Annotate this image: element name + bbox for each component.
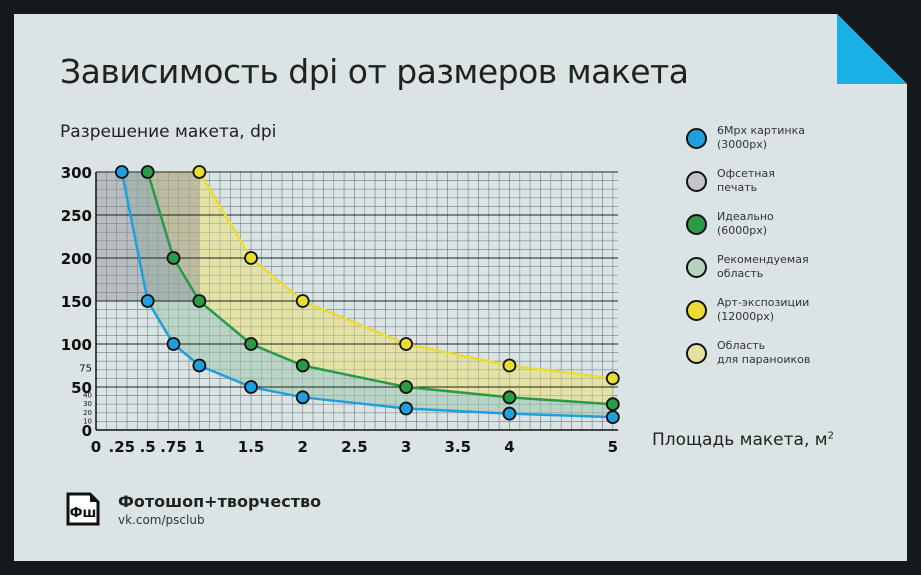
poster-card: Зависимость dpi от размеров макета Разре… (14, 14, 907, 561)
x-tick-label: 2.5 (341, 438, 368, 456)
x-tick-label: 3.5 (444, 438, 471, 456)
x-tick-label: .75 (160, 438, 187, 456)
x-tick-label: 1 (194, 438, 204, 456)
data-point (295, 294, 310, 308)
data-point (192, 358, 207, 373)
y-tick-label: 30 (83, 400, 92, 408)
y-tick-label: 0 (82, 422, 92, 440)
legend-label: Идеально (6000px) (717, 210, 774, 237)
y-tick-label: 50 (71, 379, 92, 397)
legend-swatch (686, 214, 707, 235)
x-axis-label: Площадь макета, м2 (652, 430, 834, 450)
data-point (166, 251, 181, 265)
y-tick-label: 150 (61, 293, 92, 311)
chart-title: Зависимость dpi от размеров макета (60, 52, 689, 91)
svg-text:Фш: Фш (70, 506, 97, 521)
y-tick-label: 200 (61, 250, 92, 268)
data-point (140, 165, 155, 179)
data-point (502, 390, 517, 405)
legend-swatch (686, 171, 707, 192)
y-tick-label: 20 (83, 409, 92, 417)
legend-label: 6Mpx картинка (3000px) (717, 124, 805, 151)
legend-label: Арт-экспозиции (12000px) (717, 296, 810, 323)
y-axis-label: Разрешение макета, dpi (60, 122, 277, 142)
data-point (192, 294, 207, 308)
data-point (244, 251, 258, 265)
legend-label: Область для параноиков (717, 339, 811, 366)
x-tick-label: 3 (401, 438, 411, 456)
data-point (295, 390, 310, 405)
x-tick-label: 2 (298, 438, 308, 456)
y-tick-label: 75 (79, 364, 92, 375)
y-tick-label: 40 (83, 392, 92, 400)
x-tick-label: 0 (91, 438, 101, 456)
legend-swatch (686, 257, 707, 278)
y-tick-label: 300 (61, 164, 92, 182)
data-point (502, 406, 517, 421)
data-point (295, 358, 310, 373)
legend-swatch (686, 128, 707, 149)
x-tick-label: 1.5 (238, 438, 265, 456)
folded-corner (837, 14, 907, 84)
data-point (166, 337, 181, 351)
data-point (605, 371, 620, 386)
data-point (399, 401, 413, 416)
series-line-1 (146, 171, 613, 406)
data-point (114, 165, 129, 179)
y-tick-label: 100 (61, 336, 92, 354)
recommended-region (121, 172, 613, 418)
data-point (605, 410, 620, 425)
brand-logo: Фш (66, 492, 100, 526)
y-tick-label: 250 (61, 207, 92, 225)
data-point (605, 397, 620, 412)
x-tick-label: .25 (109, 438, 136, 456)
legend-swatch (686, 300, 707, 321)
data-point (192, 165, 207, 179)
paranoid-region-upper (147, 172, 200, 301)
x-tick-label: 4 (504, 438, 514, 456)
data-point (502, 358, 517, 373)
brand-url: vk.com/psclub (118, 513, 205, 527)
y-tick-label: 10 (83, 417, 92, 425)
data-point (399, 380, 413, 394)
legend-label: Рекомендуемая область (717, 253, 809, 280)
data-point (399, 337, 413, 351)
x-tick-label: .5 (140, 438, 156, 456)
series-line-2 (198, 171, 613, 380)
legend-label: Офсетная печать (717, 167, 775, 194)
legend-swatch (686, 343, 707, 364)
data-point (244, 337, 258, 351)
data-point (244, 380, 258, 394)
x-tick-label: 5 (608, 438, 618, 456)
brand-name: Фотошоп+творчество (118, 492, 322, 511)
data-point (140, 294, 155, 308)
